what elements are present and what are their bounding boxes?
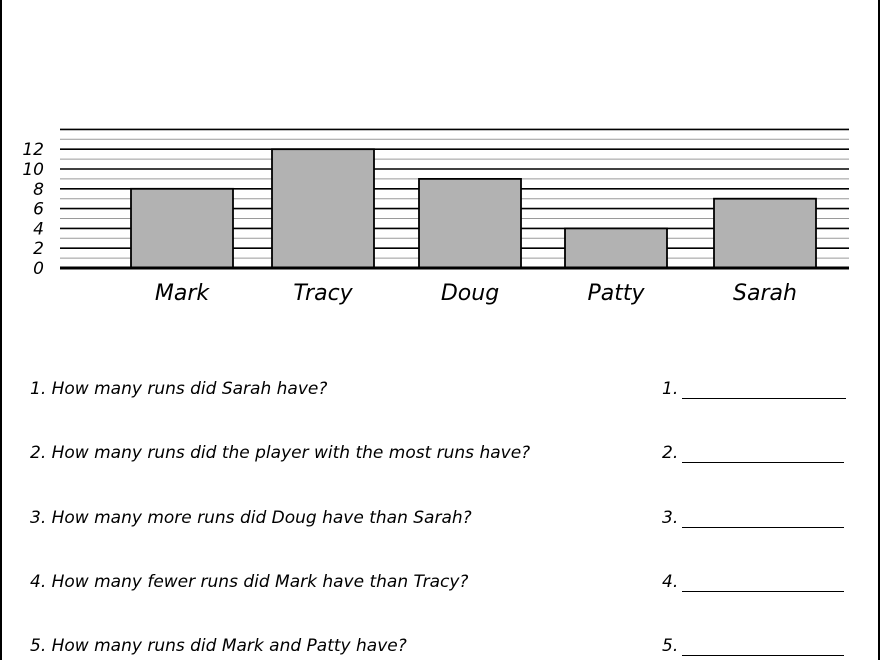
question-5: 5. How many runs did Mark and Patty have… <box>30 636 407 656</box>
bar-doug <box>418 177 522 269</box>
answer-label-4: 4. <box>662 572 679 592</box>
answer-blank-3[interactable] <box>682 513 845 528</box>
bar-sarah <box>713 197 817 269</box>
answer-label-1: 1. <box>662 379 679 399</box>
answer-1[interactable]: 1. <box>662 379 847 399</box>
answer-blank-2[interactable] <box>682 448 845 463</box>
question-1: 1. How many runs did Sarah have? <box>30 379 328 399</box>
answer-3[interactable]: 3. <box>662 508 845 528</box>
x-tick-label-tracy: Tracy <box>293 281 353 306</box>
bar-mark <box>130 187 234 269</box>
y-tick-label-2: 2 <box>33 239 44 259</box>
bar-tracy <box>271 148 375 269</box>
question-2: 2. How many runs did the player with the… <box>30 443 531 463</box>
x-tick-label-doug: Doug <box>441 281 499 306</box>
answer-2[interactable]: 2. <box>662 443 845 463</box>
page-border-left <box>0 0 2 660</box>
x-tick-label-sarah: Sarah <box>733 281 797 306</box>
answer-label-3: 3. <box>662 508 679 528</box>
y-tick-label-10: 10 <box>22 160 44 180</box>
x-tick-label-patty: Patty <box>587 281 645 306</box>
y-tick-label-8: 8 <box>33 180 44 200</box>
y-tick-label-4: 4 <box>33 219 44 239</box>
y-tick-label-12: 12 <box>22 140 44 160</box>
question-3: 3. How many more runs did Doug have than… <box>30 508 472 528</box>
answer-blank-1[interactable] <box>682 384 847 399</box>
page-border-right <box>878 0 880 660</box>
answer-4[interactable]: 4. <box>662 572 845 592</box>
y-tick-label-0: 0 <box>33 259 44 279</box>
question-4: 4. How many fewer runs did Mark have tha… <box>30 572 469 592</box>
y-tick-label-6: 6 <box>33 200 44 220</box>
answer-5[interactable]: 5. <box>662 636 845 656</box>
bar-patty <box>564 227 668 269</box>
answer-label-5: 5. <box>662 636 679 656</box>
answer-blank-4[interactable] <box>682 577 845 592</box>
x-tick-label-mark: Mark <box>155 281 211 306</box>
answer-blank-5[interactable] <box>682 641 845 656</box>
answer-label-2: 2. <box>662 443 679 463</box>
